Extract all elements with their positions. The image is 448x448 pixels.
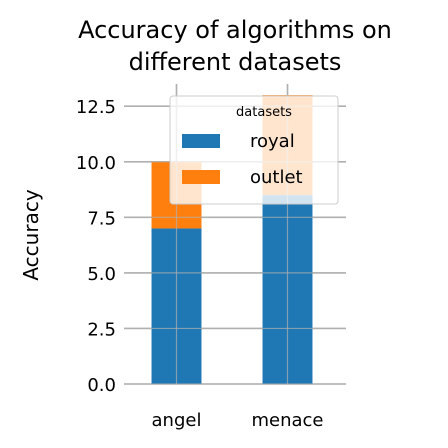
- x-tick-label: menace: [251, 410, 323, 431]
- chart-title: Accuracy of algorithms on different data…: [78, 16, 392, 76]
- y-tick-label: 2.5: [87, 319, 116, 340]
- y-tick-label: 7.5: [87, 208, 116, 229]
- legend-label-outlet: outlet: [250, 167, 303, 188]
- chart-title-line-1: Accuracy of algorithms on: [78, 16, 392, 44]
- chart-title-line-2: different datasets: [129, 48, 342, 76]
- y-tick-label: 0.0: [87, 375, 116, 396]
- legend-title: datasets: [236, 105, 292, 120]
- y-axis-label: Accuracy: [19, 189, 43, 280]
- x-tick-label: angel: [152, 410, 202, 431]
- y-tick-label: 10.0: [76, 153, 116, 174]
- y-tick-labels: 0.0 2.5 5.0 7.5 10.0 12.5: [76, 97, 116, 396]
- y-tick-label: 5.0: [87, 264, 116, 285]
- legend: datasets royal outlet: [169, 95, 339, 205]
- legend-swatch-outlet: [182, 170, 220, 184]
- legend-label-royal: royal: [250, 131, 295, 152]
- y-tick-label: 12.5: [76, 97, 116, 118]
- legend-swatch-royal: [182, 134, 220, 148]
- x-tick-labels: angel menace: [152, 410, 324, 431]
